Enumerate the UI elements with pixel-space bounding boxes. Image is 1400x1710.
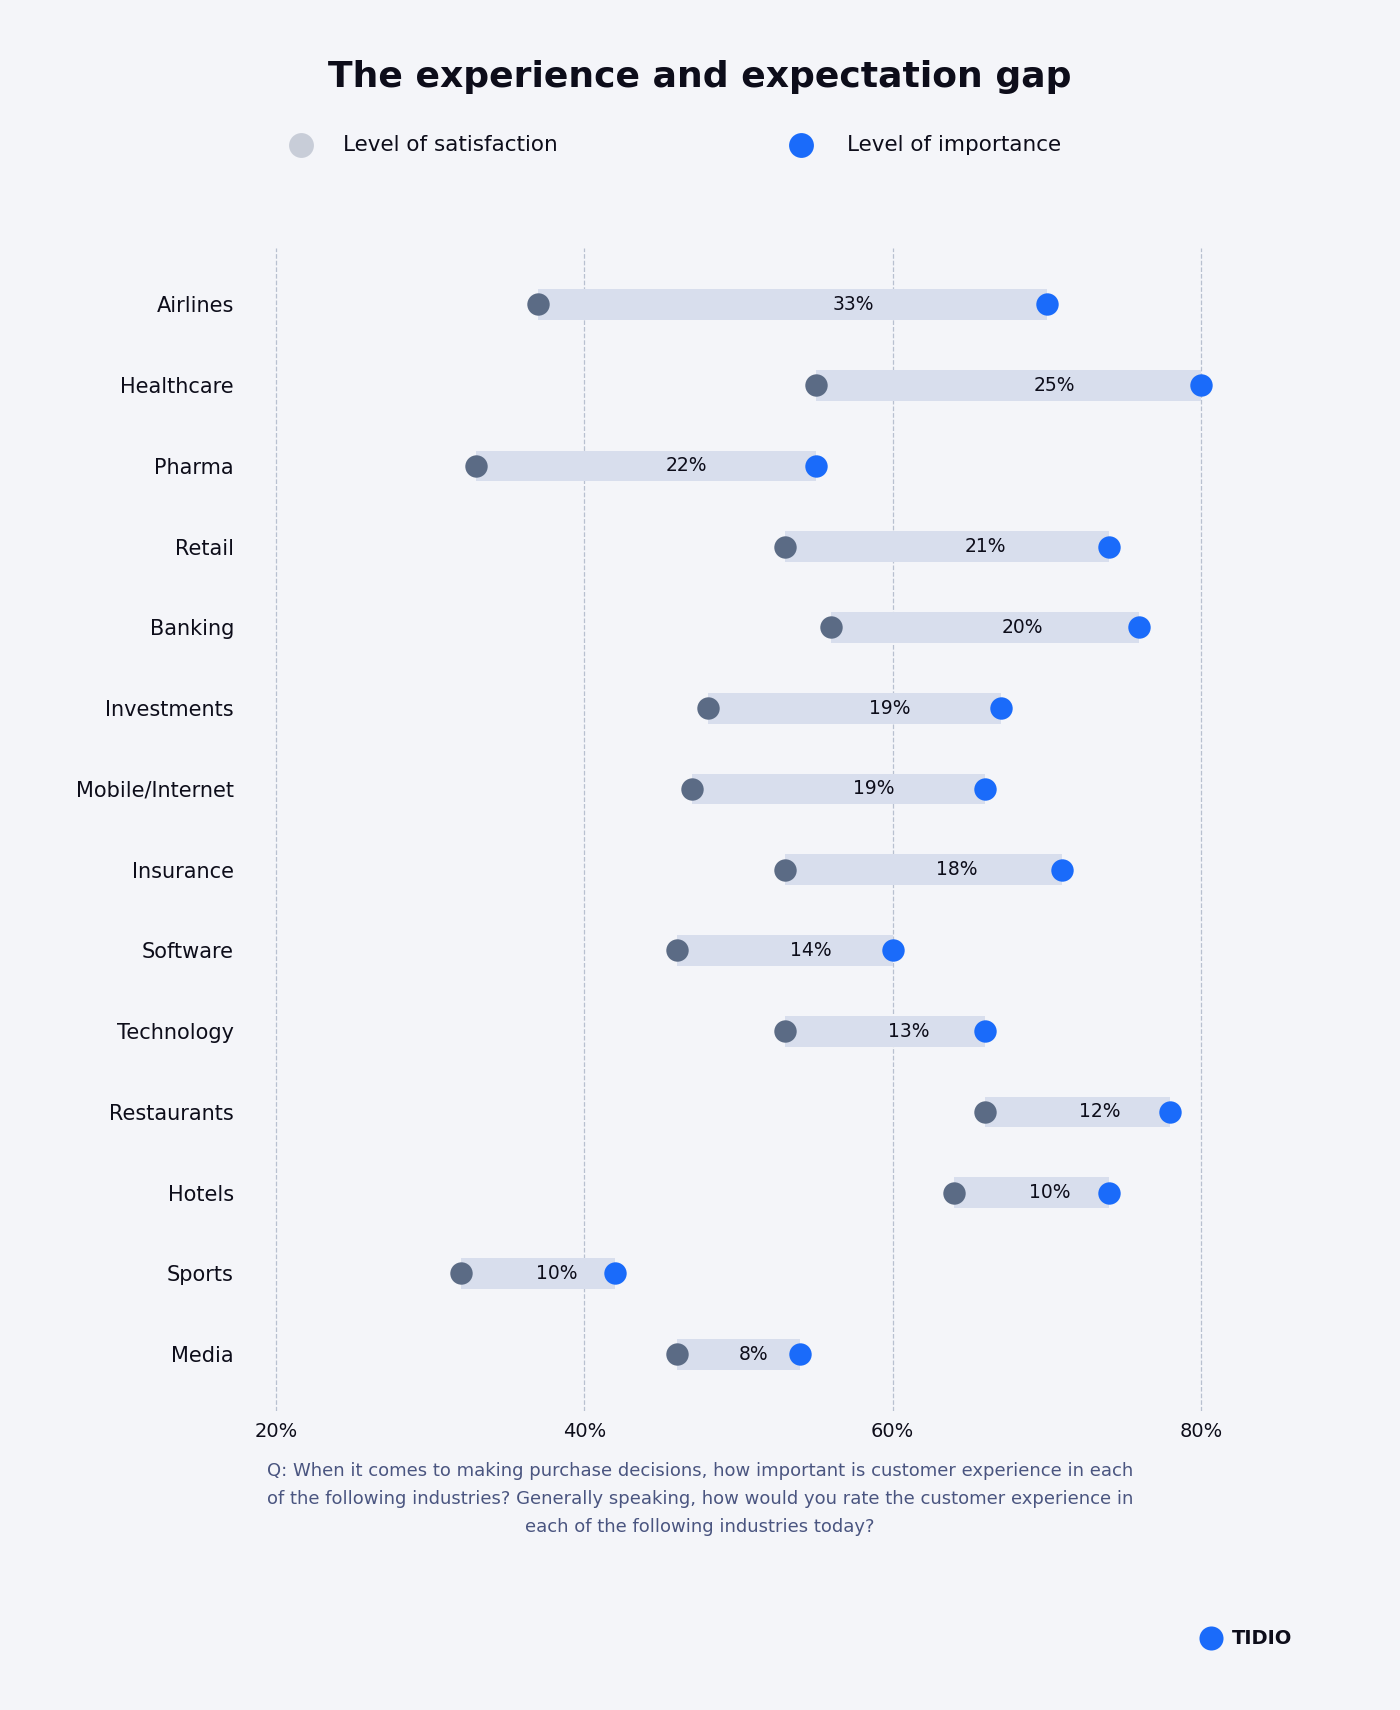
Bar — [785, 532, 1109, 563]
Point — [774, 534, 797, 561]
Text: 25%: 25% — [1033, 376, 1075, 395]
Point — [820, 614, 843, 641]
Point — [665, 1341, 687, 1368]
Point — [1159, 1098, 1182, 1125]
Bar — [785, 855, 1063, 886]
Bar — [955, 1178, 1109, 1207]
Text: 20%: 20% — [1001, 617, 1043, 638]
Text: 14%: 14% — [790, 941, 832, 959]
Point — [465, 453, 487, 481]
Point — [990, 694, 1012, 722]
Point — [696, 694, 718, 722]
Point — [974, 775, 997, 802]
Bar — [461, 1259, 615, 1289]
Point — [290, 132, 312, 159]
Point — [1036, 291, 1058, 318]
Text: 19%: 19% — [853, 780, 895, 799]
Text: 22%: 22% — [666, 457, 707, 475]
Point — [805, 371, 827, 398]
Text: 33%: 33% — [833, 294, 874, 315]
Point — [944, 1180, 966, 1207]
Point — [974, 1017, 997, 1045]
Bar — [707, 693, 1001, 723]
Point — [526, 291, 549, 318]
Point — [665, 937, 687, 964]
Bar — [986, 1096, 1170, 1127]
Bar — [832, 612, 1140, 643]
Point — [790, 1341, 812, 1368]
Text: Level of satisfaction: Level of satisfaction — [343, 135, 557, 156]
Text: Q: When it comes to making purchase decisions, how important is customer experie: Q: When it comes to making purchase deci… — [267, 1462, 1133, 1536]
Bar — [676, 1339, 801, 1370]
Point — [774, 857, 797, 884]
Text: 19%: 19% — [868, 699, 910, 718]
Point — [974, 1098, 997, 1125]
Point — [1190, 371, 1212, 398]
Text: 10%: 10% — [536, 1264, 577, 1282]
Bar — [676, 935, 893, 966]
Text: 21%: 21% — [965, 537, 1007, 556]
Text: The experience and expectation gap: The experience and expectation gap — [328, 60, 1072, 94]
Point — [805, 453, 827, 481]
Text: 10%: 10% — [1029, 1183, 1071, 1202]
Bar — [538, 289, 1047, 320]
Point — [449, 1260, 472, 1288]
Bar — [692, 773, 986, 804]
Point — [603, 1260, 626, 1288]
Point — [1200, 1624, 1222, 1652]
Point — [774, 1017, 797, 1045]
Point — [790, 132, 812, 159]
Text: 18%: 18% — [937, 860, 977, 879]
Text: TIDIO: TIDIO — [1232, 1628, 1292, 1648]
Text: 8%: 8% — [738, 1344, 769, 1365]
Point — [1098, 534, 1120, 561]
Bar — [476, 451, 816, 481]
Bar — [816, 369, 1201, 400]
Point — [1128, 614, 1151, 641]
Point — [1098, 1180, 1120, 1207]
Text: 13%: 13% — [888, 1023, 930, 1041]
Point — [882, 937, 904, 964]
Bar — [785, 1016, 986, 1047]
Point — [680, 775, 703, 802]
Text: Level of importance: Level of importance — [847, 135, 1061, 156]
Text: 12%: 12% — [1079, 1103, 1120, 1122]
Point — [1051, 857, 1074, 884]
